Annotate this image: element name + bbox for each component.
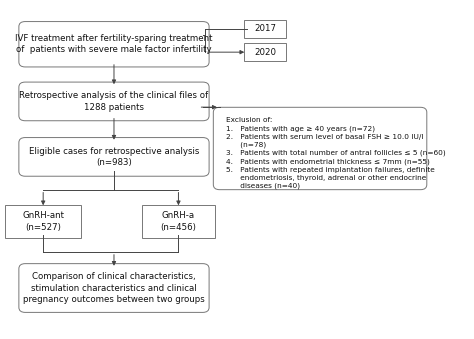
Text: 2017: 2017	[254, 24, 276, 33]
Text: Exclusion of:
1.   Patients with age ≥ 40 years (n=72)
2.   Patients with serum : Exclusion of: 1. Patients with age ≥ 40 …	[226, 117, 446, 189]
FancyBboxPatch shape	[5, 205, 82, 238]
FancyBboxPatch shape	[213, 107, 427, 190]
Text: GnRH-a
(n=456): GnRH-a (n=456)	[161, 212, 196, 232]
Text: GnRH-ant
(n=527): GnRH-ant (n=527)	[22, 212, 64, 232]
Text: Retrospective analysis of the clinical files of
1288 patients: Retrospective analysis of the clinical f…	[19, 91, 209, 112]
FancyBboxPatch shape	[19, 22, 209, 67]
FancyBboxPatch shape	[244, 20, 286, 38]
FancyBboxPatch shape	[142, 205, 215, 238]
FancyBboxPatch shape	[19, 264, 209, 313]
Text: Eligible cases for retrospective analysis
(n=983): Eligible cases for retrospective analysi…	[29, 147, 199, 167]
FancyBboxPatch shape	[19, 138, 209, 176]
Text: Comparison of clinical characteristics,
stimulation characteristics and clinical: Comparison of clinical characteristics, …	[23, 272, 205, 304]
Text: IVF treatment after fertility-sparing treatment
of  patients with severe male fa: IVF treatment after fertility-sparing tr…	[15, 34, 213, 55]
Text: 2020: 2020	[254, 48, 276, 57]
FancyBboxPatch shape	[244, 43, 286, 61]
FancyBboxPatch shape	[19, 82, 209, 121]
